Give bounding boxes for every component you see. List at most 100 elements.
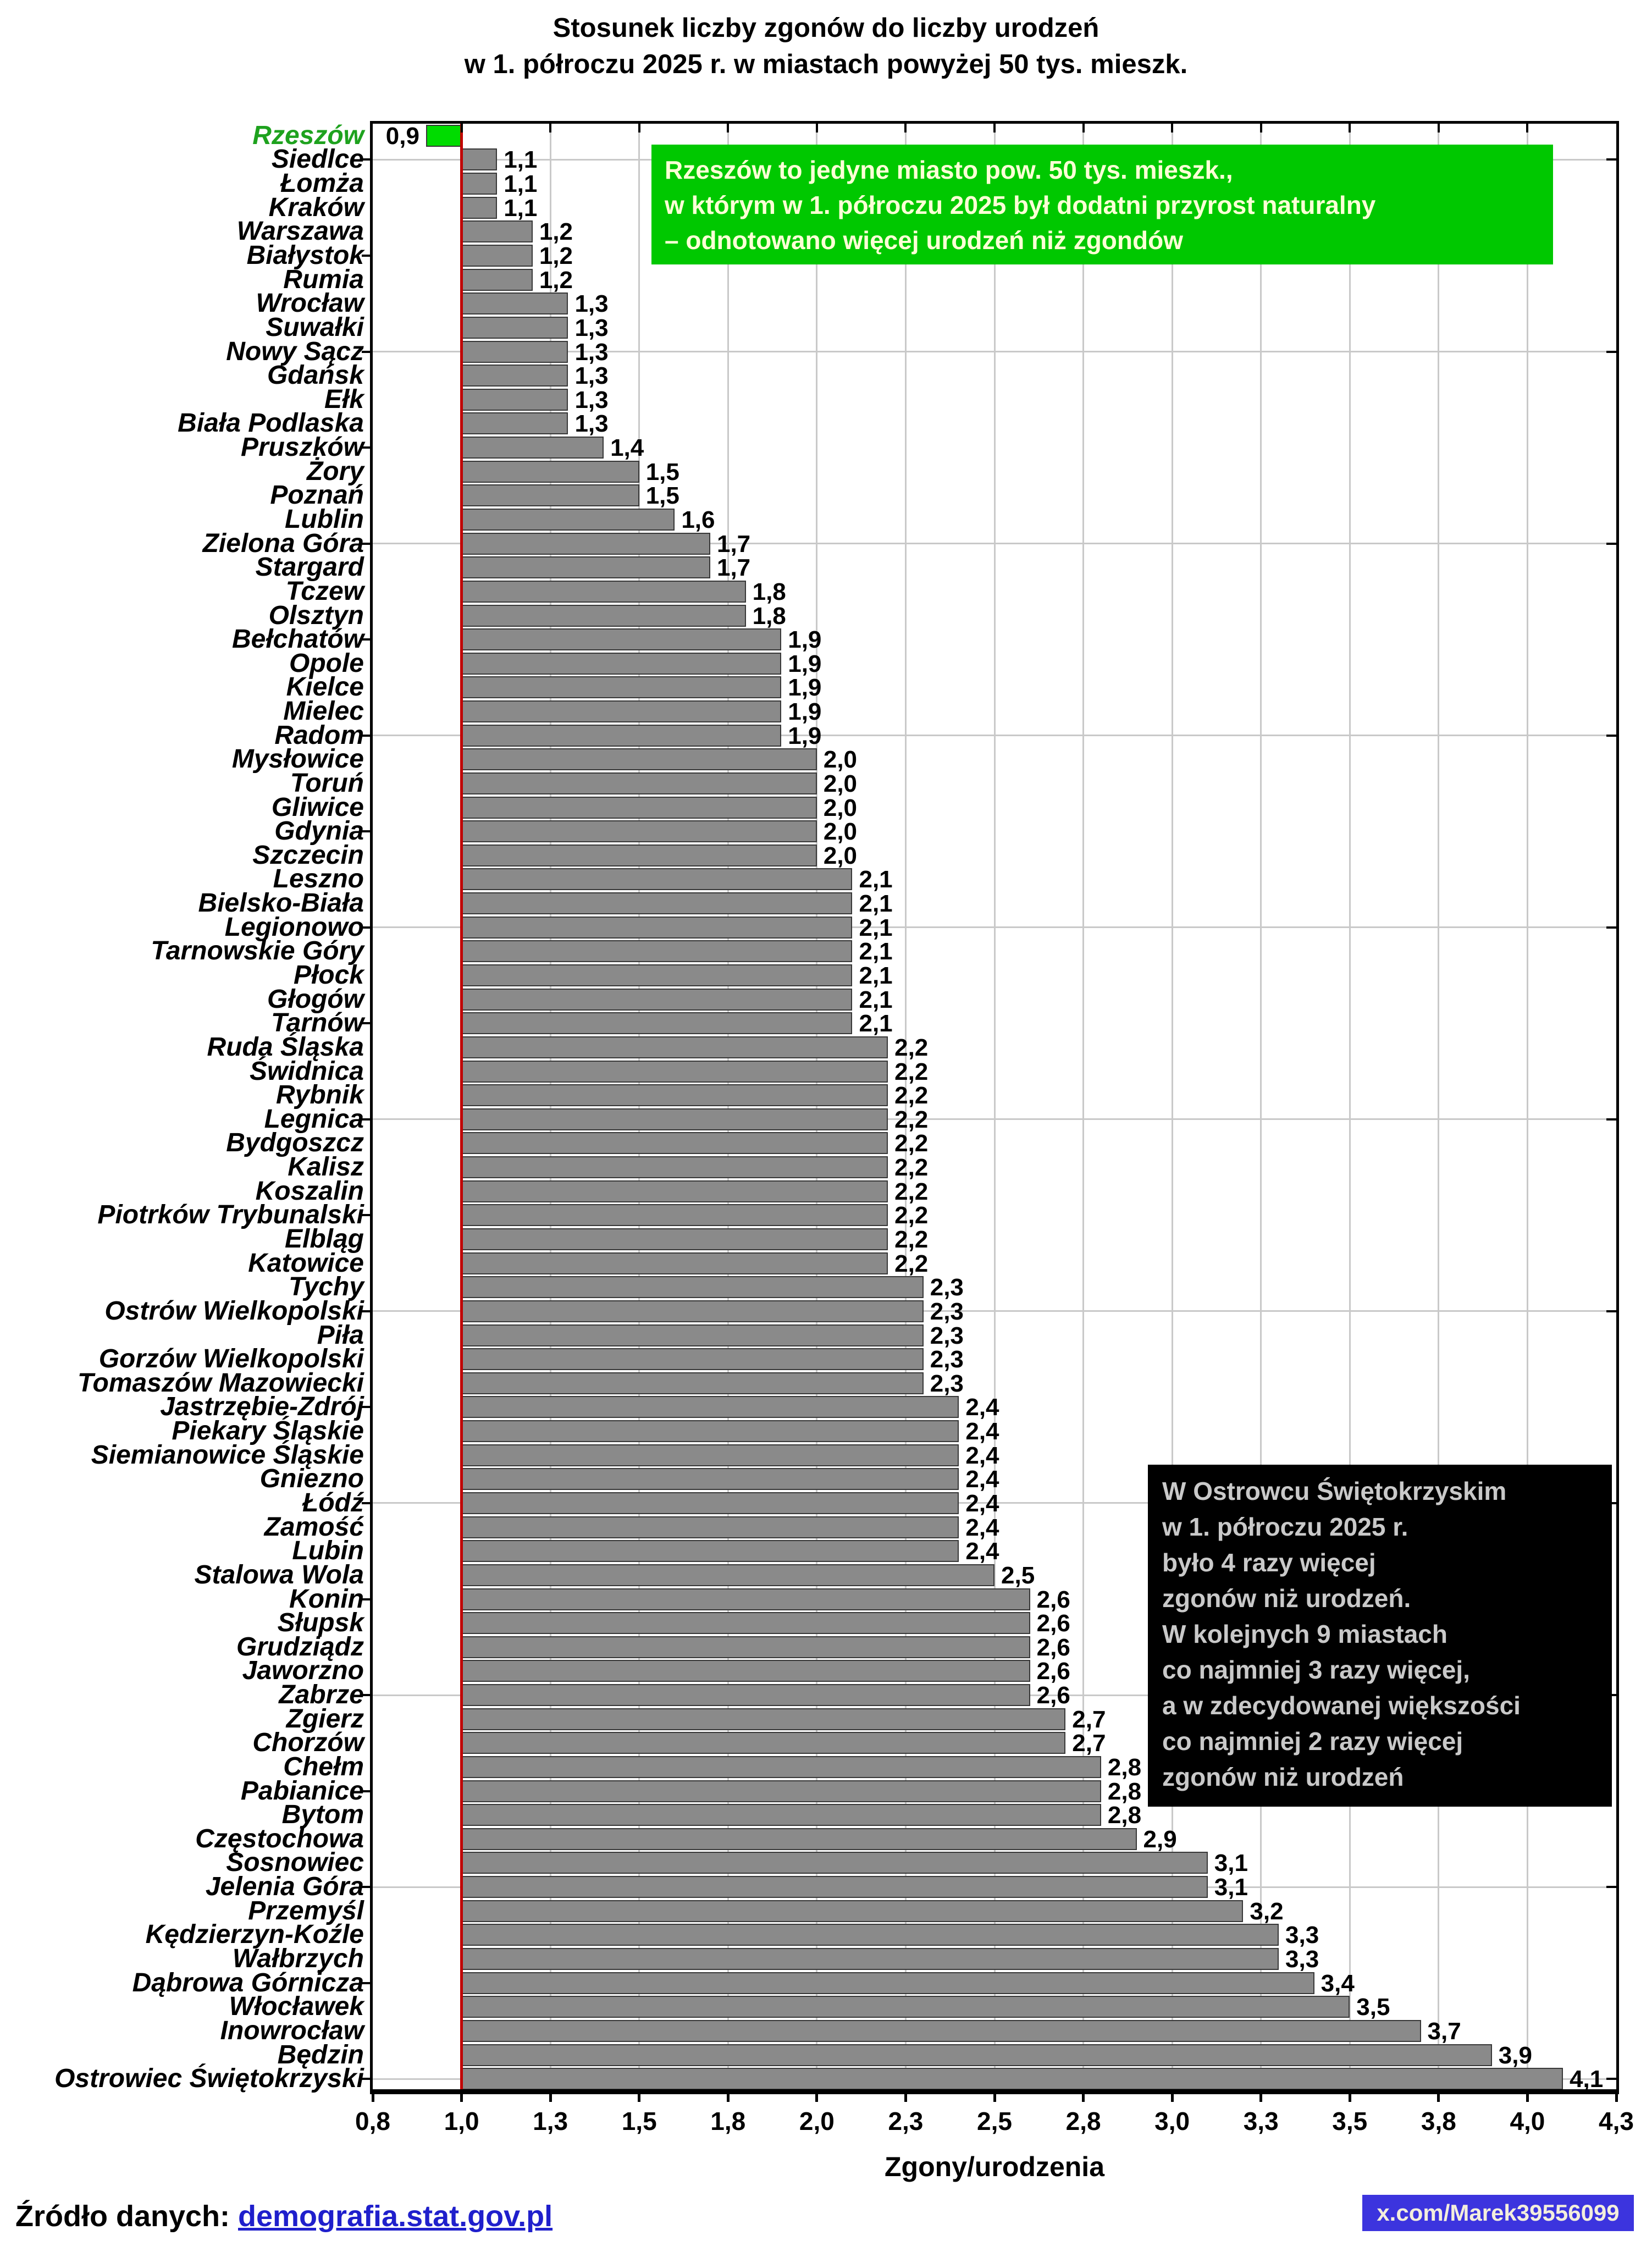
city-label: Wałbrzych xyxy=(232,1944,364,1973)
city-label: Sosnowiec xyxy=(226,1848,364,1878)
city-label: Siedlce xyxy=(271,145,364,174)
x-tick-label: 3,5 xyxy=(1332,2107,1368,2135)
city-label: Lubin xyxy=(292,1536,364,1566)
city-label: Szczecin xyxy=(252,840,364,870)
x-axis-title: Zgony/urodzenia xyxy=(885,2151,1104,2182)
city-label: Zabrze xyxy=(279,1680,364,1710)
city-label: Pruszków xyxy=(240,433,364,462)
city-label: Przemyśl xyxy=(248,1896,364,1925)
city-label: Legnica xyxy=(264,1104,364,1134)
city-label: Lublin xyxy=(285,504,364,534)
green-annotation: Rzeszów to jedyne miasto pow. 50 tys. mi… xyxy=(651,145,1553,264)
x-tick-label: 2,5 xyxy=(977,2107,1012,2135)
city-label: Inowrocław xyxy=(220,2016,364,2045)
x-tick-label: 1,8 xyxy=(710,2107,746,2135)
city-label: Żory xyxy=(306,456,364,486)
city-label: Suwałki xyxy=(266,312,364,342)
city-label: Siemianowice Śląskie xyxy=(91,1440,364,1470)
city-label: Wrocław xyxy=(256,289,364,318)
city-label: Włocławek xyxy=(229,1992,364,2022)
green-annotation-line: Rzeszów to jedyne miasto pow. 50 tys. mi… xyxy=(665,156,1233,184)
x-tick-label: 2,3 xyxy=(888,2107,924,2135)
city-label: Bytom xyxy=(281,1800,364,1830)
source-line: Źródło danych: demografia.stat.gov.pl xyxy=(15,2199,552,2233)
city-label: Rumia xyxy=(283,264,364,294)
city-label: Biała Podlaska xyxy=(178,409,364,438)
x-tick-label: 1,3 xyxy=(533,2107,568,2135)
x-axis-line xyxy=(370,2089,1619,2094)
city-label: Stalowa Wola xyxy=(194,1560,364,1589)
city-label: Mielec xyxy=(283,697,364,726)
city-label: Olsztyn xyxy=(268,600,364,630)
city-label: Bydgoszcz xyxy=(226,1128,364,1158)
green-annotation-line: w którym w 1. półroczu 2025 był dodatni … xyxy=(665,191,1376,219)
black-annotation-line: co najmniej 3 razy więcej, xyxy=(1162,1655,1470,1684)
city-label: Płock xyxy=(293,961,364,990)
city-label: Legionowo xyxy=(224,912,364,942)
black-annotation-line: było 4 razy więcej xyxy=(1162,1548,1376,1577)
city-label: Bielsko-Biała xyxy=(198,888,364,918)
city-label: Ełk xyxy=(324,384,364,414)
source-link[interactable]: demografia.stat.gov.pl xyxy=(238,2200,553,2233)
city-label: Piła xyxy=(317,1320,364,1350)
city-label: Zgierz xyxy=(286,1704,364,1734)
city-label: Jastrzębie-Zdrój xyxy=(160,1392,364,1422)
city-label: Tarnowskie Góry xyxy=(151,936,364,966)
x-tick-label: 2,0 xyxy=(799,2107,835,2135)
black-annotation-line: co najmniej 2 razy więcej xyxy=(1162,1727,1463,1756)
city-label: Gniezno xyxy=(259,1464,364,1494)
city-label: Gliwice xyxy=(271,792,364,822)
chart-title-line2: w 1. półroczu 2025 r. w miastach powyżej… xyxy=(464,49,1188,79)
city-label: Zielona Góra xyxy=(202,528,364,558)
city-label: Głogów xyxy=(267,984,364,1014)
city-label: Gdańsk xyxy=(267,361,364,390)
x-tick-label: 0,8 xyxy=(355,2107,390,2135)
city-label: Opole xyxy=(289,648,364,678)
city-label: Tomaszów Mazowiecki xyxy=(77,1368,364,1398)
x-tick-label: 3,0 xyxy=(1154,2107,1190,2135)
city-label: Mysłowice xyxy=(231,744,364,774)
city-label: Gorzów Wielkopolski xyxy=(98,1344,364,1374)
city-label: Katowice xyxy=(248,1248,364,1278)
city-label: Gdynia xyxy=(274,816,364,846)
black-annotation-line: w 1. półroczu 2025 r. xyxy=(1162,1513,1408,1541)
city-label: Rybnik xyxy=(275,1080,364,1110)
city-label: Będzin xyxy=(277,2040,364,2069)
city-label: Ruda Śląska xyxy=(207,1032,364,1062)
x-tick-label: 4,3 xyxy=(1599,2107,1634,2135)
city-label: Częstochowa xyxy=(195,1824,364,1853)
city-label: Chełm xyxy=(283,1752,364,1781)
x-tick-label: 3,8 xyxy=(1421,2107,1456,2135)
city-label: Leszno xyxy=(273,864,364,894)
city-label: Ostrowiec Świętokrzyski xyxy=(54,2064,364,2094)
city-label: Dąbrowa Górnicza xyxy=(132,1968,364,1997)
city-label: Jelenia Góra xyxy=(205,1872,364,1902)
black-annotation-line: zgonów niż urodzeń xyxy=(1162,1763,1404,1791)
chart-title-line1: Stosunek liczby zgonów do liczby urodzeń xyxy=(552,13,1100,43)
city-label: Nowy Sącz xyxy=(226,336,364,366)
city-label: Chorzów xyxy=(252,1728,364,1758)
city-label: Ostrów Wielkopolski xyxy=(104,1296,364,1326)
city-label: Konin xyxy=(289,1584,364,1614)
city-label: Kalisz xyxy=(288,1152,364,1182)
x-tick-label: 1,5 xyxy=(621,2107,657,2135)
city-label: Pabianice xyxy=(240,1776,364,1806)
city-label: Toruń xyxy=(290,768,364,798)
black-annotation-line: zgonów niż urodzeń. xyxy=(1162,1584,1411,1613)
city-label: Łomża xyxy=(280,169,364,198)
city-label: Grudziądz xyxy=(236,1632,364,1662)
city-label: Słupsk xyxy=(277,1608,364,1638)
black-annotation-line: a w zdecydowanej większości xyxy=(1162,1691,1521,1720)
black-annotation-line: W kolejnych 9 miastach xyxy=(1162,1620,1447,1648)
city-label: Zamość xyxy=(264,1512,364,1542)
city-label: Świdnica xyxy=(249,1056,364,1086)
black-annotation: W Ostrowcu Świętokrzyskim w 1. półroczu … xyxy=(1148,1465,1612,1807)
city-label: Warszawa xyxy=(236,217,364,246)
city-label: Białystok xyxy=(246,240,364,270)
city-label: Poznań xyxy=(270,481,364,510)
city-label: Jaworzno xyxy=(242,1656,364,1686)
city-label: Elbląg xyxy=(284,1224,364,1254)
city-label: Kędzierzyn-Koźle xyxy=(145,1920,364,1950)
city-label: Tczew xyxy=(285,576,364,606)
